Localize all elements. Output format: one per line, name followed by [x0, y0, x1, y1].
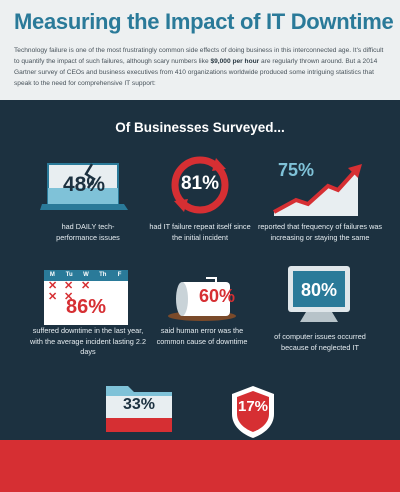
intro-text-end: are regularly thrown around. But a 2014 …	[14, 58, 378, 87]
stat-75-caption: reported that frequency of failures was …	[257, 222, 383, 242]
calendar-day: F	[117, 272, 122, 278]
footer-band	[0, 440, 400, 492]
stat-86-caption: suffered downtime in the last year, with…	[30, 326, 147, 356]
spilled-coffee-icon	[168, 277, 236, 321]
calendar-day: M	[49, 272, 55, 278]
section-heading: Of Businesses Surveyed...	[115, 120, 285, 135]
stat-60-value: 60%	[198, 286, 236, 306]
stat-33-value: 33%	[122, 396, 156, 413]
header: Measuring the Impact of IT Downtime Tech…	[0, 0, 400, 100]
rising-arrow-icon	[273, 164, 362, 216]
intro-text-start: Technology failure is one of the most fr…	[14, 47, 384, 65]
stat-81-caption: had IT failure repeat itself since the i…	[149, 222, 251, 242]
shield-icon	[232, 386, 274, 438]
circular-arrows-icon	[171, 156, 229, 214]
stat-48-value: 48%	[62, 173, 106, 196]
stat-80-caption: of computer issues occurred because of n…	[274, 332, 366, 352]
stat-86-value: 86%	[65, 296, 107, 318]
crt-monitor-icon	[288, 266, 350, 322]
calendar-icon: M Tu W Th F ✕ ✕ ✕ ✕ ✕	[44, 270, 128, 325]
stat-60-caption: said human error was the common cause of…	[156, 326, 248, 346]
cross-mark-icon: ✕	[64, 280, 74, 292]
calendar-header: M Tu W Th F	[44, 270, 128, 281]
cross-mark-icon: ✕	[81, 280, 91, 292]
cross-mark-icon: ✕	[48, 291, 58, 303]
intro-highlight: $9,000 per hour	[210, 58, 260, 65]
folder-icon	[106, 386, 172, 432]
intro-paragraph: Technology failure is one of the most fr…	[14, 45, 390, 89]
stat-80-value: 80%	[300, 280, 338, 300]
stat-17-value: 17%	[237, 398, 269, 415]
calendar-day: Tu	[65, 272, 73, 278]
cracked-screen-icon	[40, 163, 128, 210]
stat-75-value: 75%	[277, 160, 315, 180]
cross-mark-icon: ✕	[64, 291, 74, 303]
cross-mark-icon: ✕	[48, 280, 58, 292]
calendar-day: W	[83, 272, 89, 278]
page-title: Measuring the Impact of IT Downtime	[14, 9, 394, 34]
calendar-day: Th	[99, 272, 107, 278]
calendar-body: ✕ ✕ ✕ ✕ ✕	[44, 281, 128, 325]
stat-81-value: 81%	[180, 173, 220, 194]
stat-48-caption: had DAILY tech-performance issues	[56, 222, 120, 242]
